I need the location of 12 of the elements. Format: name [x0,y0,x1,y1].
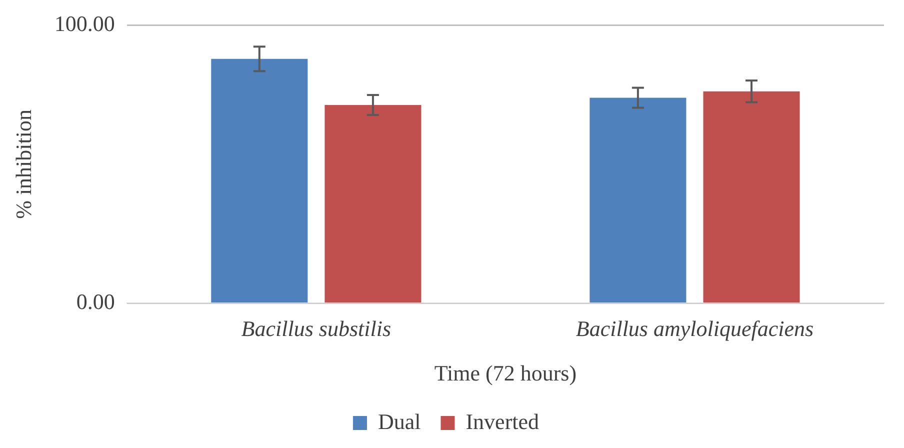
x-tick-label: Bacillus substilis [241,316,392,342]
x-axis-title: Time (72 hours) [434,360,577,386]
bar [703,91,800,302]
x-tick-label: Bacillus amyloliquefaciens [576,316,814,342]
bar [324,104,422,302]
legend-label: Inverted [466,408,540,434]
bar [211,58,308,302]
y-tick-label: 0.00 [76,288,115,314]
y-tick-label: 100.00 [54,10,115,36]
bar [590,98,686,302]
legend-label: Dual [378,408,421,434]
y-axis-title: % inhibition [10,110,36,219]
